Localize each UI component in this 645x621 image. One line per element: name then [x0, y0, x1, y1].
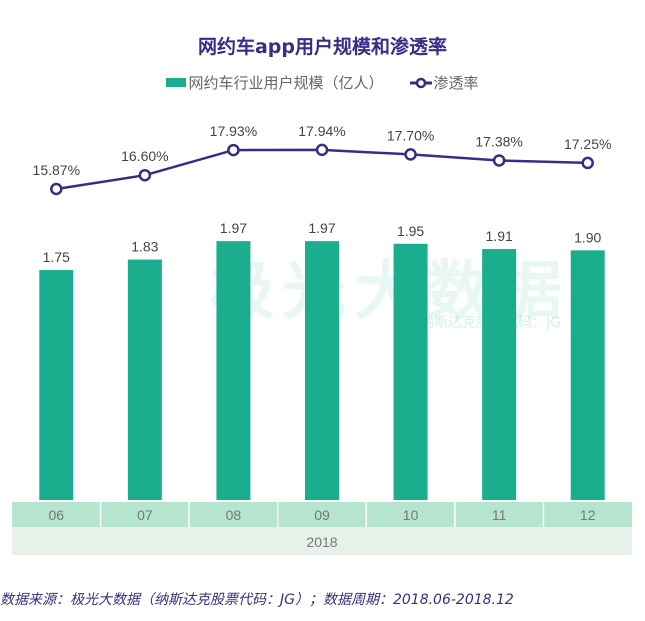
bar-label: 1.83 [131, 239, 158, 255]
x-tick-label: 06 [48, 507, 64, 523]
line-label: 17.94% [298, 123, 345, 139]
bar [482, 249, 517, 500]
x-tick-label: 09 [314, 507, 330, 523]
line-label: 16.60% [121, 148, 168, 164]
x-tick-label: 12 [580, 507, 596, 523]
bar [570, 250, 605, 500]
bar-label: 1.75 [43, 249, 70, 265]
legend-bar-swatch [166, 78, 187, 87]
line-point [227, 143, 240, 157]
legend-line-label: 渗透率 [433, 74, 479, 92]
bar [127, 259, 162, 500]
legend-bar-label: 网约车行业用户规模（亿人） [188, 74, 384, 92]
footnote: 数据来源：极光大数据（纳斯达克股票代码：JG）；数据周期：2018.06-201… [0, 592, 514, 608]
x-tick-label: 08 [226, 507, 242, 523]
line-point [138, 168, 152, 182]
line-label: 17.38% [475, 133, 522, 149]
bar [393, 243, 428, 500]
line-label: 17.25% [564, 136, 611, 152]
group-label: 2018 [306, 534, 337, 550]
group-row [12, 527, 632, 555]
bar-label: 1.97 [220, 220, 247, 236]
x-tick-label: 11 [492, 507, 507, 523]
line-point [50, 182, 63, 196]
category-row [12, 502, 632, 527]
line-label: 17.93% [210, 123, 257, 139]
bar [305, 241, 339, 500]
legend-line-marker-icon [409, 77, 432, 88]
bar-label: 1.95 [397, 223, 424, 239]
bar [39, 270, 74, 500]
legend: 网约车行业用户规模（亿人） 渗透率 [0, 72, 645, 93]
line-point [315, 143, 329, 157]
x-tick-label: 10 [403, 507, 419, 523]
bar-label: 1.97 [308, 220, 335, 236]
line-label: 15.87% [33, 162, 80, 178]
x-tick-label: 07 [137, 507, 153, 523]
line-point [581, 156, 594, 170]
line-point [404, 148, 417, 161]
line-label: 17.70% [387, 127, 434, 143]
bar-label: 1.91 [486, 228, 513, 244]
bar [216, 241, 251, 500]
chart-title: 网约车app用户规模和渗透率 [197, 36, 448, 58]
bar-label: 1.90 [574, 229, 601, 245]
line-point [492, 154, 506, 167]
